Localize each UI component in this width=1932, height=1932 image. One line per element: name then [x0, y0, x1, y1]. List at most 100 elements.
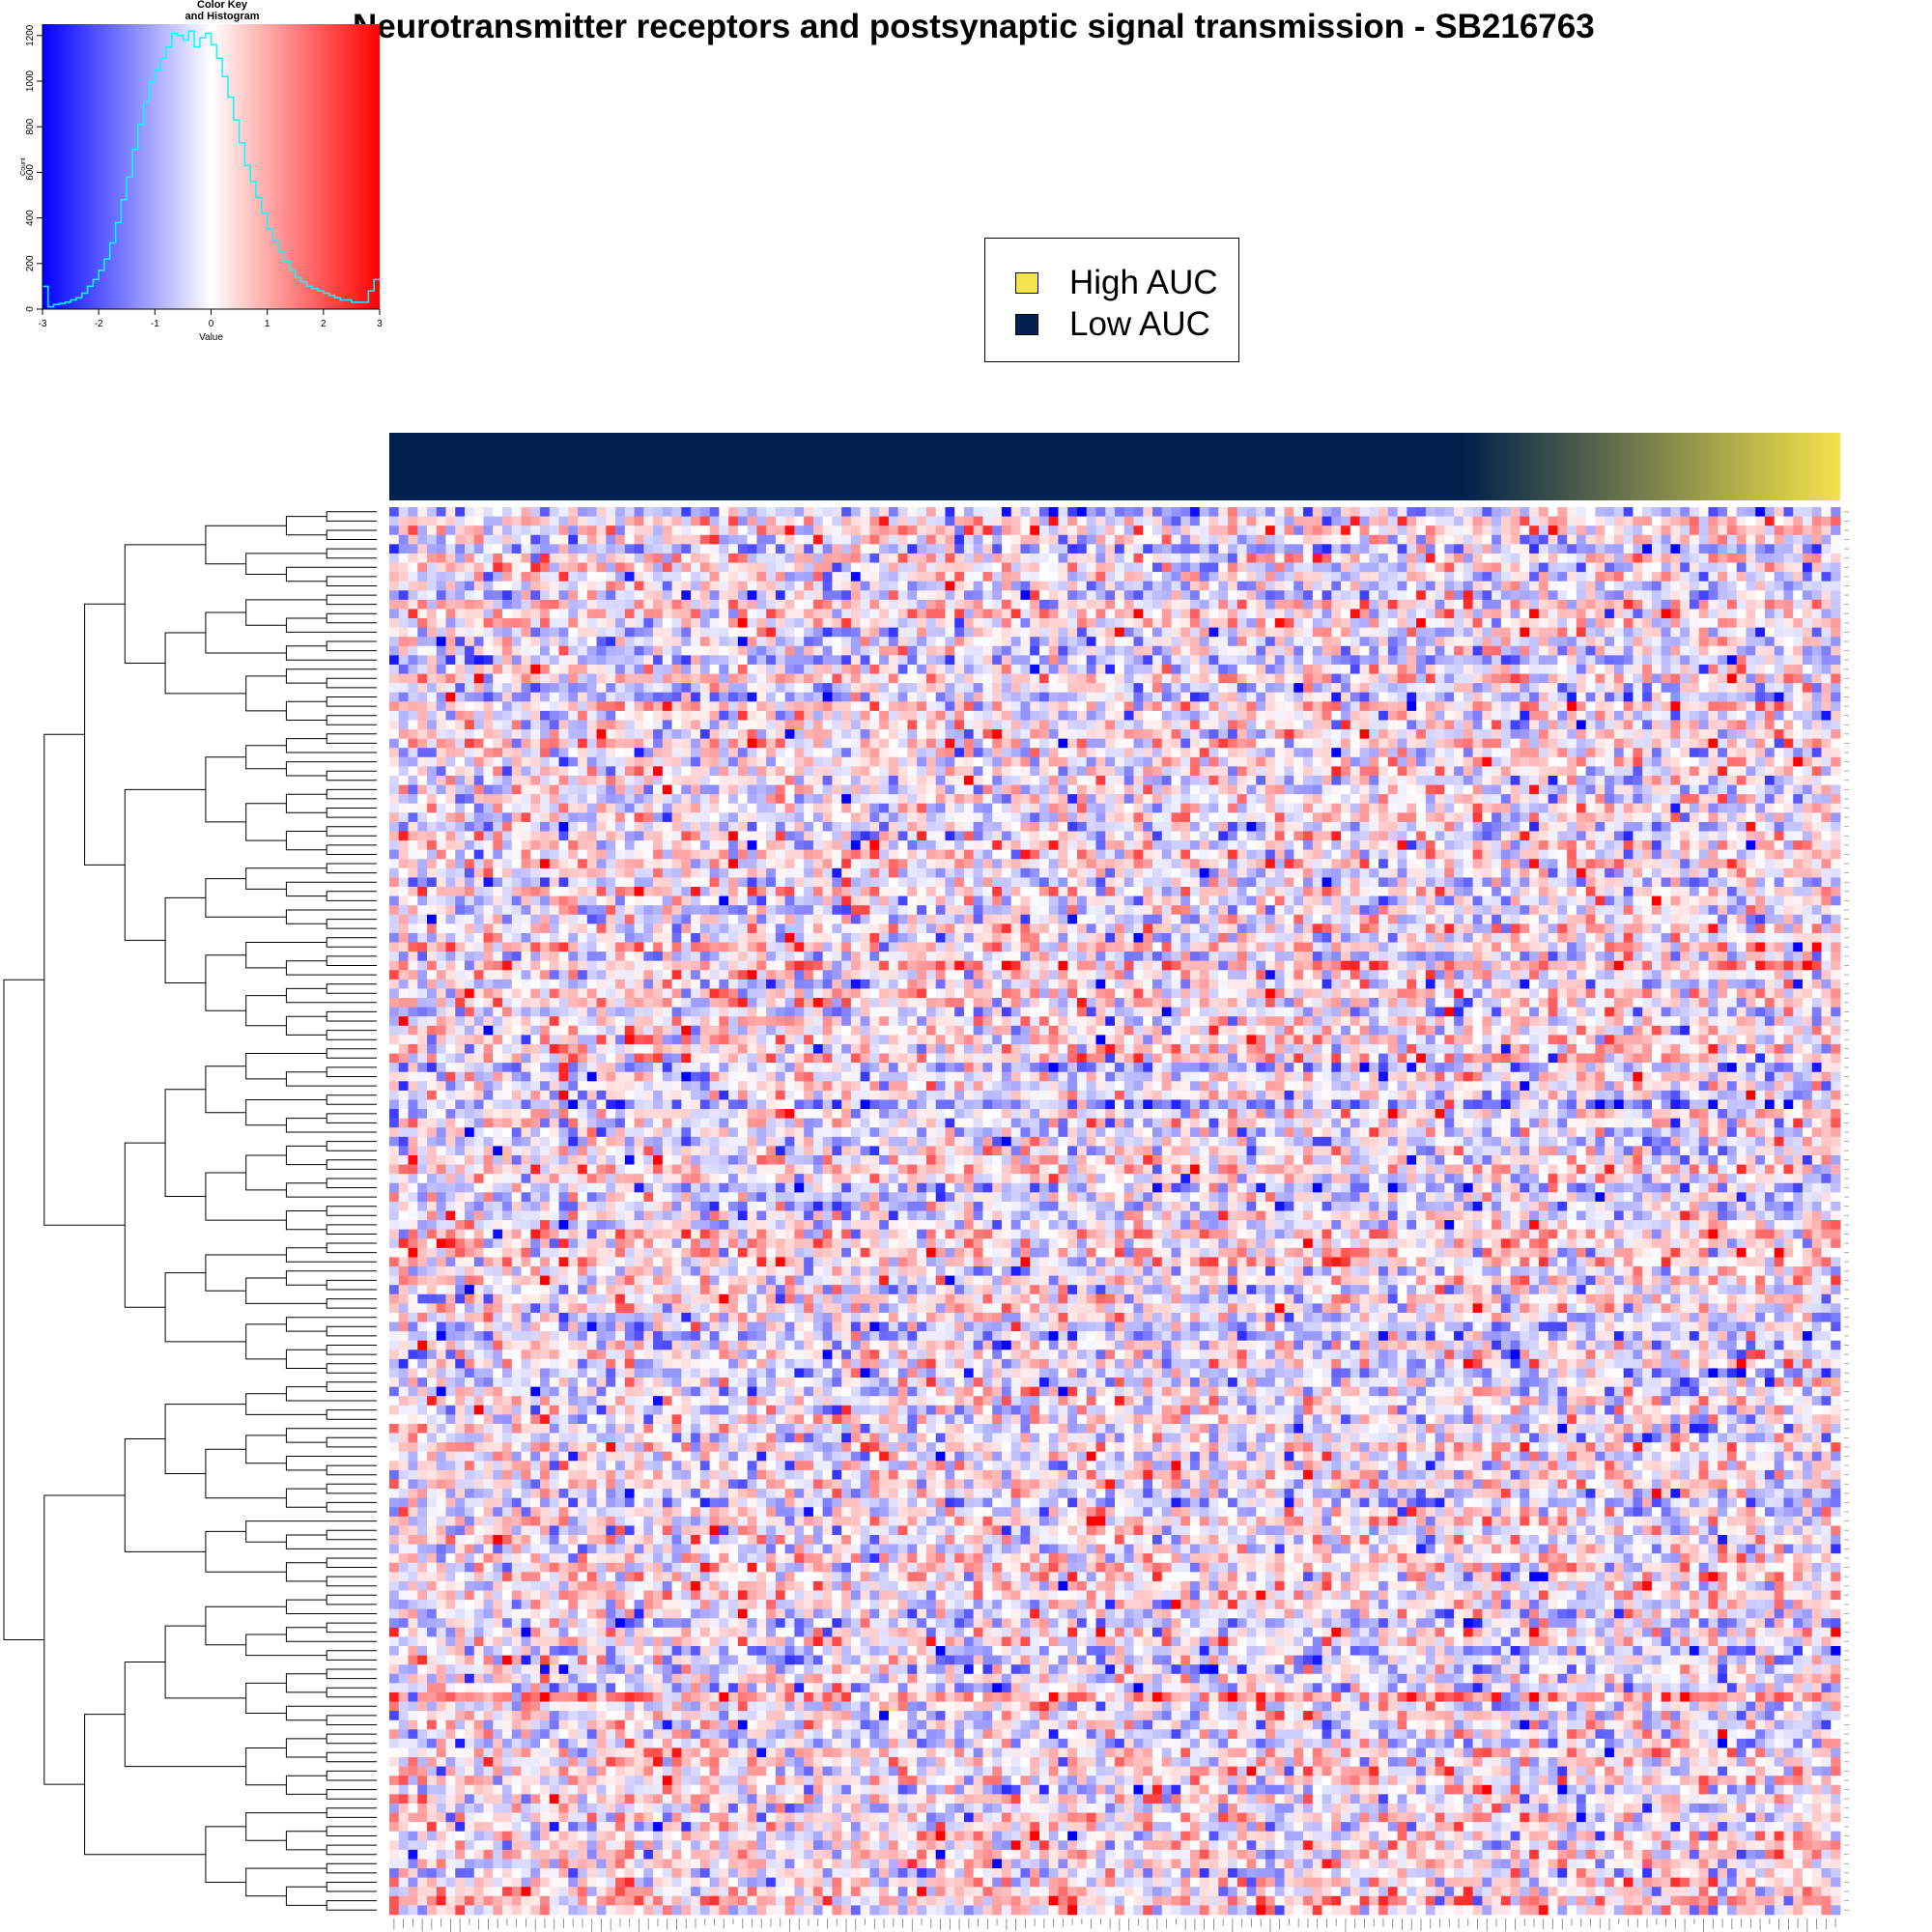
heatmap-cell [1765, 609, 1775, 618]
heatmap-cell [1529, 794, 1539, 804]
heatmap-cell [1793, 582, 1803, 591]
heatmap-cell [1821, 637, 1831, 646]
heatmap-cell [1454, 757, 1463, 767]
heatmap-cell [1454, 655, 1463, 665]
heatmap-cell [1172, 618, 1181, 628]
heatmap-cell [728, 720, 738, 729]
heatmap-cell [954, 766, 964, 776]
heatmap-cell [1256, 655, 1265, 665]
heatmap-cell [1218, 600, 1228, 610]
heatmap-cell [823, 655, 833, 665]
heatmap-cell [1030, 526, 1039, 535]
heatmap-cell [389, 729, 399, 739]
heatmap-cell [1670, 729, 1680, 739]
heatmap-cell [691, 665, 700, 674]
heatmap-cell [1775, 785, 1784, 795]
heatmap-cell [1209, 618, 1219, 628]
heatmap-cell [1435, 544, 1445, 554]
heatmap-cell [1398, 544, 1407, 554]
heatmap-cell [1313, 693, 1322, 702]
heatmap-cell [1190, 655, 1200, 665]
heatmap-cell [1067, 544, 1077, 554]
heatmap-cell [1793, 646, 1803, 656]
heatmap-cell [1511, 701, 1520, 711]
heatmap-cell [625, 590, 635, 600]
heatmap-cell [1605, 600, 1614, 610]
heatmap-cell [1473, 590, 1483, 600]
heatmap-cell [1548, 618, 1558, 628]
heatmap-cell [1200, 711, 1209, 721]
heatmap-cell [1105, 628, 1115, 638]
heatmap-cell [738, 544, 748, 554]
heatmap-cell [1398, 701, 1407, 711]
heatmap-cell [776, 628, 785, 638]
heatmap-cell [446, 757, 456, 767]
heatmap-cell [804, 637, 813, 646]
heatmap-cell [512, 720, 522, 729]
heatmap-cell [1020, 517, 1030, 526]
heatmap-cell [1435, 701, 1445, 711]
heatmap-cell [776, 766, 785, 776]
heatmap-cell [455, 701, 465, 711]
heatmap-cell [1322, 582, 1332, 591]
heatmap-cell [1670, 572, 1680, 582]
heatmap-cell [776, 720, 785, 729]
heatmap-cell [738, 757, 748, 767]
heatmap-cell [766, 563, 776, 573]
heatmap-cell [1237, 785, 1247, 795]
heatmap-cell [1369, 526, 1378, 535]
heatmap-cell [1030, 711, 1039, 721]
heatmap-cell [1350, 693, 1360, 702]
heatmap-cell [954, 637, 964, 646]
heatmap-cell [606, 748, 615, 757]
heatmap-cell [1463, 665, 1473, 674]
heatmap-cell [1492, 563, 1501, 573]
heatmap-cell [992, 526, 1002, 535]
heatmap-cell [1369, 794, 1378, 804]
heatmap-cell [1406, 507, 1416, 517]
heatmap-cell [1595, 600, 1605, 610]
heatmap-cell [1152, 766, 1162, 776]
heatmap-cell [550, 655, 559, 665]
heatmap-cell [1067, 785, 1077, 795]
heatmap-cell [597, 590, 607, 600]
heatmap-cell [578, 646, 587, 656]
heatmap-cell [1152, 646, 1162, 656]
heatmap-cell [540, 646, 550, 656]
heatmap-cell [1444, 720, 1454, 729]
heatmap-cell [1331, 757, 1341, 767]
heatmap-cell [1718, 748, 1727, 757]
heatmap-cell [1624, 665, 1634, 674]
heatmap-cell [663, 590, 672, 600]
heatmap-cell [728, 526, 738, 535]
heatmap-cell [766, 544, 776, 554]
heatmap-cell [813, 674, 823, 684]
heatmap-cell [474, 766, 484, 776]
heatmap-cell [1398, 776, 1407, 785]
heatmap-cell [484, 701, 494, 711]
heatmap-cell [719, 655, 728, 665]
heatmap-cell [982, 590, 992, 600]
heatmap-cell [1520, 590, 1529, 600]
heatmap-cell [785, 729, 795, 739]
heatmap-cell [1426, 739, 1435, 749]
heatmap-cell [813, 720, 823, 729]
heatmap-cell [738, 766, 748, 776]
heatmap-cell [1775, 757, 1784, 767]
heatmap-cell [1020, 739, 1030, 749]
heatmap-cell [389, 590, 399, 600]
heatmap-cell [550, 609, 559, 618]
heatmap-cell [1406, 794, 1416, 804]
heatmap-cell [1435, 655, 1445, 665]
heatmap-cell [1718, 526, 1727, 535]
heatmap-cell [1087, 729, 1096, 739]
heatmap-cell [1256, 766, 1265, 776]
heatmap-cell [1444, 618, 1454, 628]
heatmap-cell [1492, 507, 1501, 517]
heatmap-cell [417, 637, 427, 646]
heatmap-cell [1755, 637, 1765, 646]
heatmap-cell [1256, 544, 1265, 554]
heatmap-cell [1378, 674, 1388, 684]
heatmap-cell [1049, 646, 1059, 656]
heatmap-cell [643, 637, 653, 646]
